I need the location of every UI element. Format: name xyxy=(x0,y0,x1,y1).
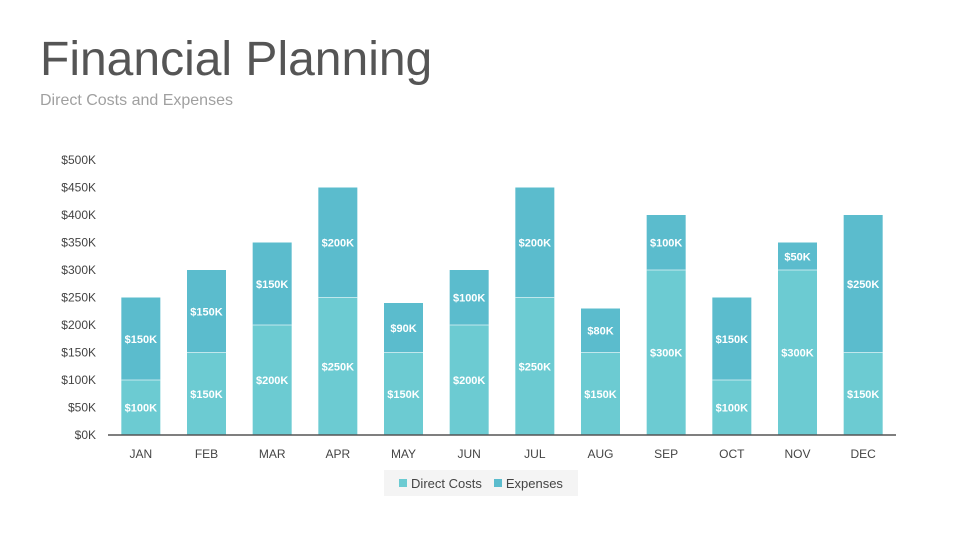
x-tick-label: NOV xyxy=(784,447,810,461)
y-tick-label: $0K xyxy=(75,428,96,442)
x-tick-label: MAR xyxy=(259,447,286,461)
bar-expenses xyxy=(121,297,161,380)
bar-direct-costs xyxy=(581,352,620,435)
y-tick-label: $250K xyxy=(61,291,96,305)
data-label: $250K xyxy=(847,279,879,291)
x-tick-label: AUG xyxy=(587,447,613,461)
data-label: $200K xyxy=(453,375,485,387)
data-label: $80K xyxy=(587,326,613,338)
data-label: $300K xyxy=(650,348,682,360)
data-label: $200K xyxy=(322,238,354,250)
data-label: $100K xyxy=(650,238,682,250)
data-label: $150K xyxy=(190,389,222,401)
data-label: $150K xyxy=(847,389,879,401)
bar-direct-costs xyxy=(515,297,555,435)
bars: $100K $150K $150K $150K $200K $150K $250K $200K… xyxy=(121,187,883,435)
bar-direct-costs xyxy=(187,352,226,435)
data-label: $100K xyxy=(453,293,485,305)
legend-label-direct-costs: Direct Costs xyxy=(411,475,482,491)
legend-item-direct-costs: Direct Costs xyxy=(399,476,482,491)
x-tick-label: MAY xyxy=(391,447,416,461)
bar-direct-costs xyxy=(318,297,358,435)
data-label: $250K xyxy=(322,361,354,373)
y-tick-label: $500K xyxy=(61,153,96,167)
data-label: $200K xyxy=(519,238,551,250)
bar-expenses xyxy=(252,242,292,325)
x-tick-label: OCT xyxy=(719,447,745,461)
bar-direct-costs xyxy=(712,380,752,435)
bar-expenses xyxy=(515,187,555,298)
data-label: $50K xyxy=(784,251,810,263)
data-label: $100K xyxy=(716,403,748,415)
bar-direct-costs xyxy=(646,270,686,435)
x-tick-label: JUN xyxy=(457,447,480,461)
bar-direct-costs xyxy=(121,380,161,435)
legend-label-expenses: Expenses xyxy=(505,475,563,491)
legend-swatch-direct-costs xyxy=(399,479,408,487)
data-label: $150K xyxy=(125,334,157,346)
x-tick-label: JUL xyxy=(524,447,546,461)
data-label: $150K xyxy=(716,334,748,346)
y-tick-label: $300K xyxy=(61,263,96,277)
y-tick-label: $200K xyxy=(61,318,96,332)
bar-expenses xyxy=(581,308,620,353)
y-axis: $0K $50K $100K $150K $200K $250K $300K $350K $40… xyxy=(61,153,96,442)
data-label: $150K xyxy=(256,279,288,291)
page-subtitle: Direct Costs and Expenses xyxy=(40,92,233,109)
bar-direct-costs xyxy=(778,270,817,435)
data-label: $150K xyxy=(387,389,419,401)
y-tick-label: $450K xyxy=(61,181,96,195)
data-label: $250K xyxy=(519,361,551,373)
legend-item-expenses: Expenses xyxy=(493,475,563,491)
bar-expenses xyxy=(449,270,489,325)
x-tick-label: APR xyxy=(325,447,350,461)
x-tick-label: FEB xyxy=(195,447,218,461)
bar-expenses xyxy=(646,215,686,270)
data-label: $100K xyxy=(125,403,157,415)
x-tick-label: JAN xyxy=(129,447,152,461)
bar-expenses xyxy=(778,242,817,270)
data-label: $150K xyxy=(190,306,222,318)
y-tick-label: $100K xyxy=(61,373,96,387)
bar-direct-costs xyxy=(252,325,292,435)
data-label: $200K xyxy=(256,375,288,387)
bar-direct-costs xyxy=(843,352,883,435)
y-tick-label: $50K xyxy=(68,401,96,415)
y-tick-label: $150K xyxy=(61,346,96,360)
bar-direct-costs xyxy=(384,352,423,435)
bar-expenses xyxy=(384,303,423,353)
y-tick-label: $400K xyxy=(61,208,96,222)
y-tick-label: $350K xyxy=(61,236,96,250)
bar-expenses xyxy=(318,187,358,298)
page-title: Financial Planning xyxy=(40,33,433,86)
bar-expenses xyxy=(843,215,883,353)
data-label: $150K xyxy=(584,389,616,401)
bar-direct-costs xyxy=(449,325,489,435)
bar-expenses xyxy=(187,270,226,353)
x-tick-label: DEC xyxy=(850,447,876,461)
bar-expenses xyxy=(712,297,752,380)
x-axis: JAN FEB MAR APR MAY JUN JUL AUG SEP OCT NOV DEC xyxy=(108,434,896,461)
chart-legend: Direct Costs Expenses xyxy=(384,470,578,496)
x-tick-label: SEP xyxy=(654,447,678,461)
data-label: $90K xyxy=(390,323,416,335)
legend-swatch-expenses xyxy=(493,479,502,487)
data-label: $300K xyxy=(781,348,813,360)
